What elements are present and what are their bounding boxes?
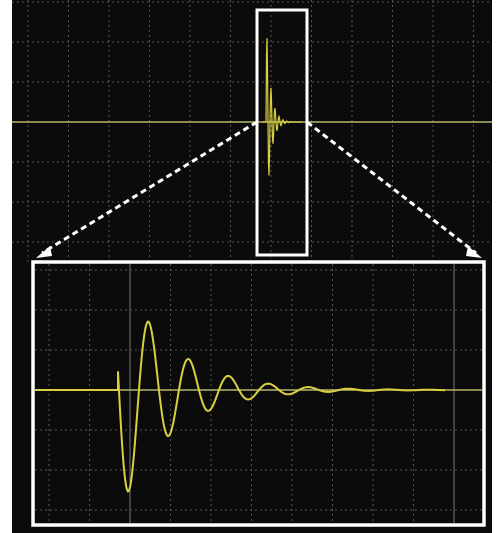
arrow-head-right xyxy=(466,246,482,258)
top-waveform xyxy=(262,38,302,176)
zoom-background xyxy=(33,262,484,525)
zoom-region-box xyxy=(255,8,309,257)
zoom-arrow-right xyxy=(306,120,477,255)
arrow-head-left xyxy=(36,246,52,258)
bottom-grid xyxy=(35,264,482,523)
zoom-box xyxy=(31,260,486,527)
zoom-arrow-left xyxy=(41,120,258,255)
zoom-waveform xyxy=(35,320,446,494)
